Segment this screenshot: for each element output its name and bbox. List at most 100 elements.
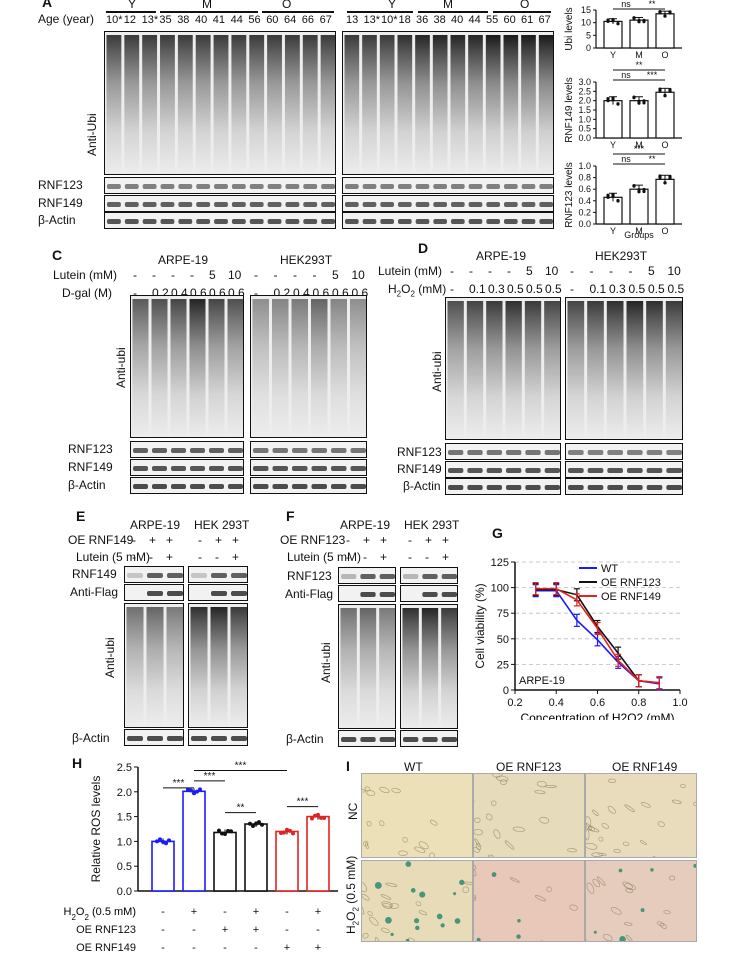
age-right-10: 61 <box>521 14 534 26</box>
band-27-1 <box>422 592 438 597</box>
e-row-actin: β-Actin <box>72 731 110 745</box>
band-17-4 <box>646 485 663 490</box>
b-rnf149-dot-2-4 <box>663 94 667 98</box>
h-ytick-3: 1.5 <box>117 812 132 824</box>
band-13-0 <box>448 468 464 473</box>
b-rnf123-ylabel: RNF123 levels <box>564 162 575 228</box>
i-cell-5-43 <box>663 910 671 915</box>
strip-a-actin-left <box>104 212 336 229</box>
band-26-2 <box>379 592 395 597</box>
band-0-10 <box>285 184 300 189</box>
band-15-4 <box>646 450 663 455</box>
band-15-2 <box>607 450 623 455</box>
i-cell-0-30 <box>402 836 408 843</box>
f-oe-hek-1: + <box>425 533 433 547</box>
i-cell-4-54 <box>569 904 578 911</box>
i-cell-4-67 <box>474 894 476 902</box>
band-10-0 <box>253 466 269 471</box>
b-rnf123-dot-0-3 <box>606 193 610 197</box>
d-h2o2-label: H2O2 (mM) <box>388 282 447 299</box>
lanesC2-lane-0 <box>252 299 269 436</box>
b-ubi-dot-2-5 <box>668 10 672 14</box>
lanesC1-lane-0 <box>132 299 149 436</box>
i-cell-0-38 <box>366 790 376 796</box>
band-3-7 <box>468 184 483 189</box>
i-cell-5-21 <box>610 906 622 915</box>
band-0-11 <box>303 184 318 189</box>
panel-h-letter: H <box>72 755 83 771</box>
band-11-1 <box>272 484 288 489</box>
h-cond-0-1: + <box>191 906 197 918</box>
e-oe-hek-0: - <box>198 533 202 547</box>
b-rnf123-sig-0: *** <box>634 144 645 154</box>
row-rnf123-a: RNF123 <box>38 178 83 192</box>
b-rnf149-tick-6: 3.0 <box>578 77 591 87</box>
e-oe-arpe-2: + <box>166 533 174 547</box>
band-7-1 <box>152 466 167 471</box>
i-cell-2-52 <box>640 857 647 858</box>
b-rnf123-dot-0-4 <box>611 194 615 199</box>
i-cell-0-67 <box>379 820 385 827</box>
band-3-5 <box>433 184 447 189</box>
i-cell-4-12 <box>474 869 477 877</box>
lanesF2-lane-1 <box>421 608 439 727</box>
band-10-1 <box>272 466 288 471</box>
i-cell-5-15 <box>659 922 667 929</box>
i-cell-3-41 <box>374 936 379 941</box>
c-lutein-hek-4: 5 <box>332 268 339 282</box>
b-rnf149-tick-1: 0.5 <box>578 124 591 134</box>
h-cond-1-2: + <box>222 924 228 936</box>
g-xtick-0: 0.2 <box>507 697 522 709</box>
band-5-11 <box>539 219 553 224</box>
h-dot-3-2 <box>254 821 258 826</box>
i-stain-4-1 <box>491 872 497 877</box>
h-dot-1-4 <box>198 787 202 792</box>
b-ubi-tick-1: 5 <box>586 30 591 40</box>
g-xtick-2: 0.6 <box>590 697 605 709</box>
i-cell-1-30 <box>474 838 481 848</box>
i-col-rnf123: OE RNF123 <box>496 760 562 774</box>
i-cell-1-14 <box>492 774 503 778</box>
band-9-2 <box>292 448 308 453</box>
band-17-5 <box>666 485 682 490</box>
lanesA2-lane-2 <box>379 35 395 173</box>
i-cell-3-67 <box>362 894 370 901</box>
h-ytick-4: 2.0 <box>117 787 132 799</box>
band-28-1 <box>360 737 376 742</box>
band-12-2 <box>486 450 502 455</box>
i-cell-0-36 <box>429 852 435 857</box>
h-dot-2-3 <box>226 829 230 834</box>
lanesA1-lane-8 <box>249 35 265 173</box>
band-15-3 <box>627 450 643 455</box>
lanesC1-lane-5 <box>227 299 243 436</box>
band-26-1 <box>360 592 376 597</box>
i-stain-3-7 <box>405 861 412 867</box>
band-4-5 <box>433 202 447 207</box>
band-17-2 <box>607 485 623 490</box>
band-5-6 <box>451 219 465 224</box>
band-12-3 <box>506 450 522 455</box>
band-8-5 <box>228 484 243 489</box>
i-cell-5-66 <box>625 888 634 894</box>
band-4-2 <box>380 202 394 207</box>
h-cond-label-1: OE RNF123 <box>76 924 136 936</box>
f-oe-label: OE RNF123 <box>280 533 346 547</box>
i-cell-3-26 <box>381 901 393 908</box>
h-cond-0-3: + <box>253 906 259 918</box>
band-9-1 <box>272 448 288 453</box>
band-15-5 <box>666 450 682 455</box>
i-cell-2-22 <box>591 852 603 857</box>
h-dot-0-0 <box>155 839 159 844</box>
band-4-3 <box>398 202 412 207</box>
viability-chart: 0 25 50 75 100 125 0.2 0.4 0.6 0.8 1.0 Concentratio… <box>473 557 688 720</box>
d-h2o2-arpe-4: 0.5 <box>526 282 543 296</box>
g-xtick-4: 1.0 <box>672 697 687 709</box>
age-right-5: 38 <box>433 14 446 26</box>
band-2-1 <box>124 219 139 224</box>
i-cell-5-26 <box>668 875 676 881</box>
band-2-2 <box>142 219 157 224</box>
h-cond-label-2: OE RNF149 <box>76 942 136 954</box>
i-cell-3-46 <box>380 927 390 933</box>
band-4-9 <box>504 202 518 207</box>
group-m-left-line <box>160 11 258 13</box>
